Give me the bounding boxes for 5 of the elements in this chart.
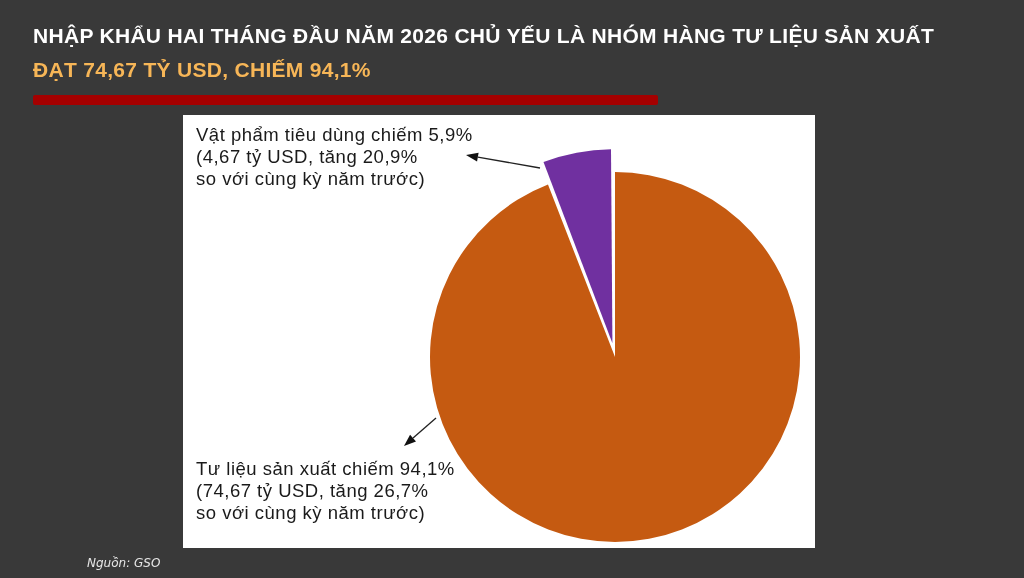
- slice-label: Tư liệu sản xuất chiếm 94,1% (74,67 tỷ USD, tăng 26,7% so với cùng kỳ năm trước): [196, 458, 455, 524]
- chart-subtitle: ĐẠT 74,67 TỶ USD, CHIẾM 94,1%: [33, 57, 371, 83]
- chart-title: NHẬP KHẨU HAI THÁNG ĐẦU NĂM 2026 CHỦ YẾU LÀ NHÓM HÀNG TƯ LIỆU SẢN XUẤT: [33, 23, 935, 49]
- slice-label: Vật phẩm tiêu dùng chiếm 5,9% (4,67 tỷ USD, tăng 20,9% so với cùng kỳ năm trước): [196, 124, 473, 190]
- text: Nguồn: GSO: [87, 556, 161, 570]
